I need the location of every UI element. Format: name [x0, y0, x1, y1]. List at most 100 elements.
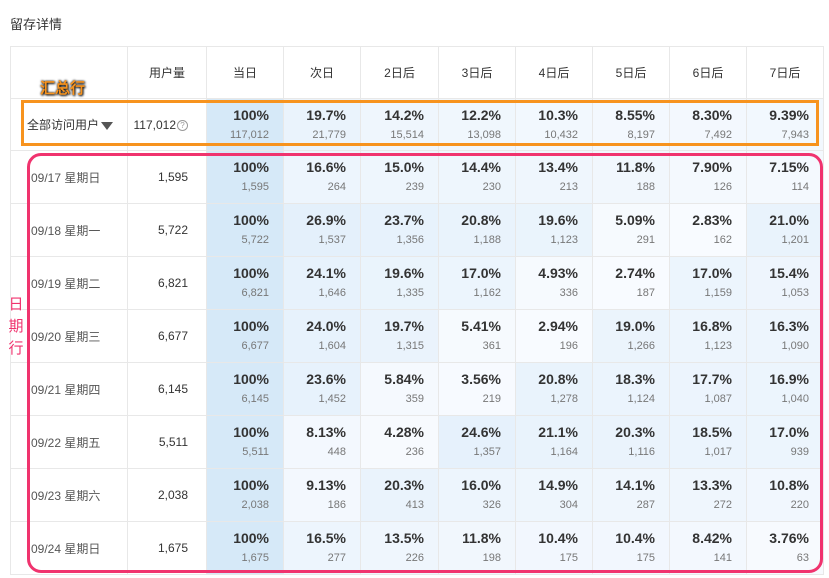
- retention-cell[interactable]: 100% 2,038: [206, 468, 284, 522]
- retention-count: 196: [559, 340, 578, 352]
- retention-cell[interactable]: 16.5% 277: [283, 521, 361, 575]
- user-group-selector[interactable]: 全部访问用户: [10, 98, 128, 151]
- retention-cell[interactable]: 24.1% 1,646: [283, 256, 361, 310]
- retention-count: 198: [482, 552, 501, 564]
- retention-cell[interactable]: 18.5% 1,017: [669, 415, 747, 469]
- retention-cell[interactable]: 10.3% 10,432: [515, 98, 593, 151]
- retention-cell[interactable]: 5.41% 361: [438, 309, 516, 363]
- retention-count: 304: [559, 499, 578, 511]
- retention-cell[interactable]: 13.5% 226: [360, 521, 439, 575]
- retention-cell[interactable]: 19.6% 1,335: [360, 256, 439, 310]
- retention-cell[interactable]: 20.8% 1,278: [515, 362, 593, 416]
- retention-cell[interactable]: 19.7% 1,315: [360, 309, 439, 363]
- retention-cell[interactable]: 17.0% 1,159: [669, 256, 747, 310]
- retention-cell[interactable]: 16.0% 326: [438, 468, 516, 522]
- retention-cell[interactable]: 5.09% 291: [592, 203, 670, 257]
- retention-cell[interactable]: 24.6% 1,357: [438, 415, 516, 469]
- retention-cell[interactable]: 20.3% 1,116: [592, 415, 670, 469]
- retention-cell[interactable]: 8.42% 141: [669, 521, 747, 575]
- retention-cell[interactable]: 14.2% 15,514: [360, 98, 439, 151]
- retention-cell[interactable]: 2.74% 187: [592, 256, 670, 310]
- retention-cell[interactable]: 23.6% 1,452: [283, 362, 361, 416]
- retention-cell[interactable]: 26.9% 1,537: [283, 203, 361, 257]
- header-day: 3日后: [438, 46, 516, 99]
- retention-pct: 3.76%: [769, 530, 809, 546]
- retention-cell[interactable]: 14.1% 287: [592, 468, 670, 522]
- retention-cell[interactable]: 100% 1,675: [206, 521, 284, 575]
- users-value: 117,012: [133, 117, 177, 132]
- question-circle-icon[interactable]: ?: [177, 119, 188, 131]
- retention-cell[interactable]: 8.55% 8,197: [592, 98, 670, 151]
- retention-cell[interactable]: 23.7% 1,356: [360, 203, 439, 257]
- retention-cell[interactable]: 17.0% 1,162: [438, 256, 516, 310]
- retention-cell[interactable]: 19.0% 1,266: [592, 309, 670, 363]
- retention-cell[interactable]: 21.1% 1,164: [515, 415, 593, 469]
- retention-cell[interactable]: 3.76% 63: [746, 521, 824, 575]
- retention-count: 175: [636, 552, 655, 564]
- retention-pct: 18.5%: [692, 424, 732, 440]
- retention-cell[interactable]: 14.9% 304: [515, 468, 593, 522]
- retention-cell[interactable]: 100% 6,145: [206, 362, 284, 416]
- retention-cell[interactable]: 12.2% 13,098: [438, 98, 516, 151]
- retention-cell[interactable]: 19.7% 21,779: [283, 98, 361, 151]
- retention-pct: 13.4%: [538, 159, 578, 175]
- retention-cell[interactable]: 17.7% 1,087: [669, 362, 747, 416]
- retention-cell[interactable]: 11.8% 198: [438, 521, 516, 575]
- retention-cell[interactable]: 10.4% 175: [515, 521, 593, 575]
- retention-count: 7,943: [781, 128, 809, 141]
- retention-cell[interactable]: 5.84% 359: [360, 362, 439, 416]
- retention-count: 291: [636, 234, 655, 246]
- retention-count: 359: [405, 393, 424, 405]
- retention-pct: 15.4%: [769, 265, 809, 281]
- retention-cell[interactable]: 2.83% 162: [669, 203, 747, 257]
- retention-cell[interactable]: 20.8% 1,188: [438, 203, 516, 257]
- retention-cell[interactable]: 11.8% 188: [592, 150, 670, 204]
- retention-cell[interactable]: 3.56% 219: [438, 362, 516, 416]
- retention-cell[interactable]: 16.9% 1,040: [746, 362, 824, 416]
- retention-pct: 7.90%: [692, 159, 732, 175]
- retention-cell[interactable]: 8.30% 7,492: [669, 98, 747, 151]
- retention-cell[interactable]: 17.0% 939: [746, 415, 824, 469]
- retention-count: 1,357: [473, 446, 501, 458]
- summary-row-annotation: 汇总行: [40, 80, 86, 97]
- retention-cell[interactable]: 16.3% 1,090: [746, 309, 824, 363]
- retention-cell[interactable]: 15.4% 1,053: [746, 256, 824, 310]
- users-cell: 117,012?: [127, 98, 207, 151]
- retention-pct: 19.0%: [615, 318, 655, 334]
- retention-cell[interactable]: 100% 6,821: [206, 256, 284, 310]
- retention-cell[interactable]: 9.39% 7,943: [746, 98, 824, 151]
- retention-cell[interactable]: 16.6% 264: [283, 150, 361, 204]
- retention-cell[interactable]: 100% 1,595: [206, 150, 284, 204]
- retention-cell[interactable]: 7.90% 126: [669, 150, 747, 204]
- retention-cell[interactable]: 18.3% 1,124: [592, 362, 670, 416]
- retention-pct: 17.7%: [692, 371, 732, 387]
- retention-cell[interactable]: 8.13% 448: [283, 415, 361, 469]
- triangle-down-icon[interactable]: [101, 121, 114, 130]
- retention-cell[interactable]: 100% 5,511: [206, 415, 284, 469]
- retention-cell[interactable]: 10.4% 175: [592, 521, 670, 575]
- retention-cell[interactable]: 4.93% 336: [515, 256, 593, 310]
- retention-cell[interactable]: 19.6% 1,123: [515, 203, 593, 257]
- retention-cell[interactable]: 13.4% 213: [515, 150, 593, 204]
- retention-cell[interactable]: 7.15% 114: [746, 150, 824, 204]
- retention-cell[interactable]: 100% 117,012: [206, 98, 284, 151]
- retention-cell[interactable]: 2.94% 196: [515, 309, 593, 363]
- retention-cell[interactable]: 20.3% 413: [360, 468, 439, 522]
- retention-pct: 5.41%: [461, 318, 501, 334]
- retention-cell[interactable]: 21.0% 1,201: [746, 203, 824, 257]
- retention-cell[interactable]: 14.4% 230: [438, 150, 516, 204]
- retention-count: 1,356: [396, 234, 424, 246]
- retention-cell[interactable]: 10.8% 220: [746, 468, 824, 522]
- retention-count: 1,278: [550, 393, 578, 405]
- retention-cell[interactable]: 15.0% 239: [360, 150, 439, 204]
- retention-cell[interactable]: 4.28% 236: [360, 415, 439, 469]
- retention-pct: 19.7%: [306, 106, 346, 123]
- retention-cell[interactable]: 9.13% 186: [283, 468, 361, 522]
- retention-cell[interactable]: 13.3% 272: [669, 468, 747, 522]
- retention-cell[interactable]: 24.0% 1,604: [283, 309, 361, 363]
- retention-count: 1,604: [318, 340, 346, 352]
- retention-pct: 23.6%: [306, 371, 346, 387]
- retention-cell[interactable]: 100% 5,722: [206, 203, 284, 257]
- retention-cell[interactable]: 100% 6,677: [206, 309, 284, 363]
- retention-cell[interactable]: 16.8% 1,123: [669, 309, 747, 363]
